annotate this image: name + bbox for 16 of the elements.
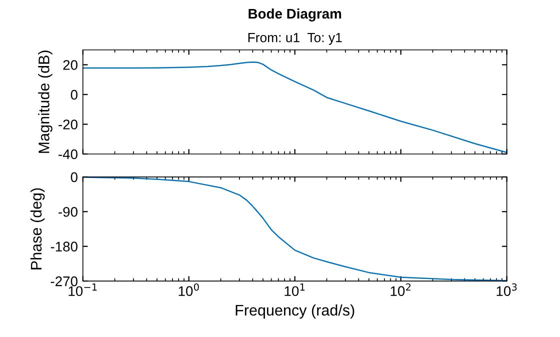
x-tick-label: 10$^{0}$ [178,283,199,296]
x-tick-label: 10$^{2}$ [390,283,410,296]
x-tick-label: 10$^{3}$ [496,283,517,296]
x-axis-title: Frequency (rad/s) [236,304,354,319]
y-tick-label: 0 [70,172,78,182]
y-tick-label: 20 [63,60,78,70]
y-tick-label: 0 [70,90,78,100]
chart-subtitle: From: u1 To: y1 [248,33,342,45]
y-axis-title: Phase (deg) [30,188,45,270]
chart-title: Bode Diagram [248,8,342,22]
y-axis-title: Magnitude (dB) [38,50,52,153]
y-tick-label: -20 [58,120,78,130]
y-tick-label: -90 [58,206,78,217]
y-tick-label: -40 [58,149,78,160]
x-tick-label: 10$^{1}$ [284,283,305,296]
y-tick-label: -180 [50,242,78,252]
